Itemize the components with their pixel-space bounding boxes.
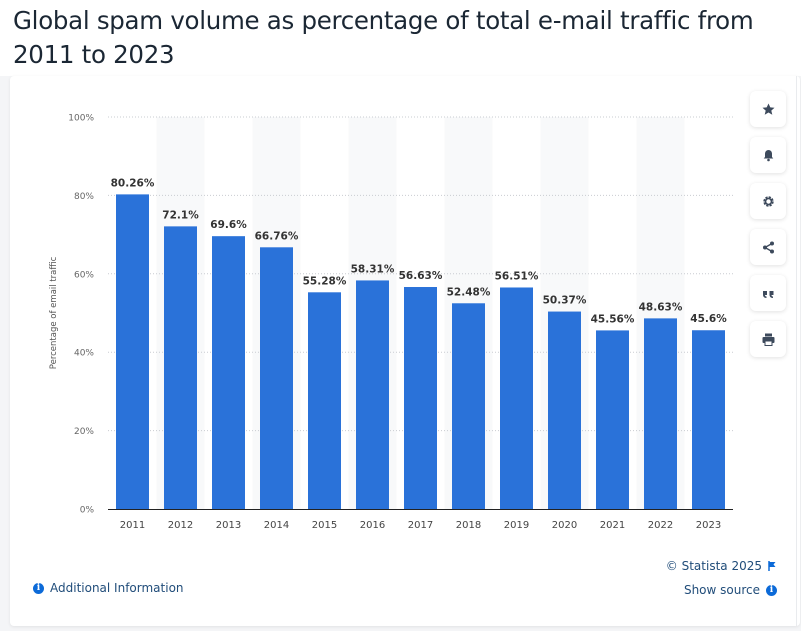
data-label: 50.37% xyxy=(543,295,587,307)
x-tick-label: 2012 xyxy=(168,520,193,531)
notification-button[interactable] xyxy=(750,137,786,173)
data-label: 69.6% xyxy=(210,219,247,231)
data-label: 56.63% xyxy=(399,270,443,282)
x-tick-label: 2019 xyxy=(504,520,529,531)
quote-icon xyxy=(762,290,773,298)
data-label: 66.76% xyxy=(255,230,299,242)
x-tick-label: 2017 xyxy=(408,520,433,531)
show-source-link[interactable]: Show source i xyxy=(684,583,777,597)
share-icon xyxy=(762,241,774,253)
y-tick-label: 100% xyxy=(68,114,94,124)
x-tick-label: 2015 xyxy=(312,520,337,531)
favorite-button[interactable] xyxy=(750,91,786,127)
page-title: Global spam volume as percentage of tota… xyxy=(13,4,793,72)
bar xyxy=(404,287,437,509)
x-tick-label: 2022 xyxy=(648,520,673,531)
x-tick-label: 2016 xyxy=(360,520,385,531)
bar xyxy=(596,330,629,509)
y-tick-label: 80% xyxy=(74,192,94,202)
y-axis-label: Percentage of email traffic xyxy=(49,256,59,369)
cite-button[interactable] xyxy=(750,275,786,311)
data-label: 55.28% xyxy=(303,275,347,287)
data-label: 48.63% xyxy=(639,301,683,313)
bar xyxy=(212,236,245,509)
data-label: 80.26% xyxy=(111,177,155,189)
bar xyxy=(164,226,197,510)
x-tick-label: 2014 xyxy=(264,520,289,531)
data-label: 56.51% xyxy=(495,270,539,282)
bell-icon xyxy=(763,149,773,161)
share-button[interactable] xyxy=(750,229,786,265)
bar xyxy=(548,311,581,509)
y-tick-label: 20% xyxy=(74,427,94,437)
y-tick-label: 60% xyxy=(74,270,94,280)
data-label: 45.56% xyxy=(591,313,635,325)
bar xyxy=(692,330,725,509)
print-button[interactable] xyxy=(750,321,786,357)
x-tick-label: 2011 xyxy=(120,520,145,531)
show-source-label: Show source xyxy=(683,583,760,597)
data-label: 58.31% xyxy=(351,263,395,275)
bar xyxy=(116,194,149,509)
x-tick-label: 2013 xyxy=(216,520,241,531)
copyright-text: © Statista 2025 xyxy=(665,559,762,573)
bar xyxy=(452,303,485,509)
settings-button[interactable] xyxy=(750,183,786,219)
printer-icon xyxy=(762,333,774,346)
bar xyxy=(308,292,341,509)
info-icon: i xyxy=(766,584,777,596)
copyright: © Statista 2025 xyxy=(666,559,777,573)
bar xyxy=(356,280,389,509)
data-label: 72.1% xyxy=(162,209,199,221)
bar xyxy=(644,318,677,509)
flag-icon[interactable] xyxy=(768,561,777,571)
data-label: 45.6% xyxy=(690,313,727,325)
bar xyxy=(500,287,533,509)
gear-icon xyxy=(762,195,774,207)
additional-information-link[interactable]: i Additional Information xyxy=(33,581,184,595)
divider xyxy=(796,76,797,626)
star-icon xyxy=(762,103,774,115)
x-tick-label: 2018 xyxy=(456,520,481,531)
x-tick-label: 2020 xyxy=(552,520,577,531)
additional-information-label: Additional Information xyxy=(50,581,184,595)
info-icon: i xyxy=(33,582,44,594)
data-label: 52.48% xyxy=(447,286,491,298)
bar xyxy=(260,247,293,510)
y-tick-label: 40% xyxy=(74,349,94,359)
x-tick-label: 2021 xyxy=(600,520,625,531)
y-tick-label: 0% xyxy=(80,506,95,516)
x-tick-label: 2023 xyxy=(696,520,721,531)
